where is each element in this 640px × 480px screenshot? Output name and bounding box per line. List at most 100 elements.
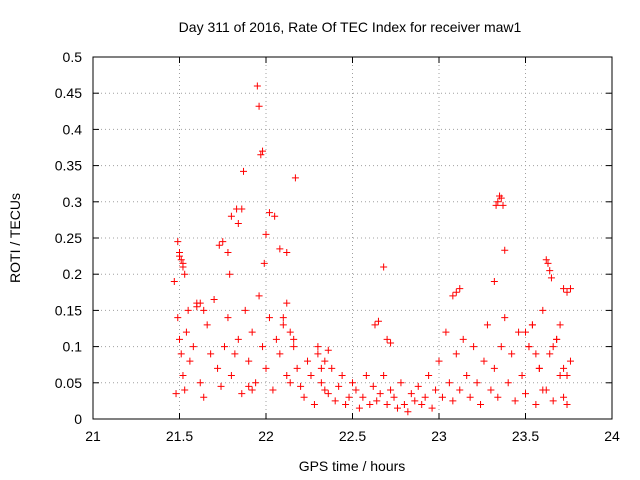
data-point bbox=[226, 270, 234, 278]
y-tick-label: 0.25 bbox=[55, 230, 82, 246]
data-point bbox=[314, 343, 322, 351]
data-point bbox=[317, 379, 325, 387]
data-point bbox=[321, 386, 329, 394]
data-point bbox=[501, 246, 509, 254]
data-point bbox=[456, 285, 464, 293]
data-point bbox=[317, 364, 325, 372]
data-point bbox=[546, 350, 554, 358]
data-point bbox=[359, 393, 367, 401]
x-tick-label: 22 bbox=[258, 428, 274, 444]
data-point bbox=[553, 335, 561, 343]
data-point bbox=[400, 401, 408, 409]
data-point bbox=[387, 339, 395, 347]
axes bbox=[92, 56, 613, 420]
data-point bbox=[494, 393, 502, 401]
data-point bbox=[445, 379, 453, 387]
data-point bbox=[200, 306, 208, 314]
data-point bbox=[220, 343, 228, 351]
data-point bbox=[518, 372, 526, 380]
data-point bbox=[532, 401, 540, 409]
data-point bbox=[480, 357, 488, 365]
data-point bbox=[492, 201, 500, 209]
data-point bbox=[207, 350, 215, 358]
y-tick-label: 0.4 bbox=[63, 121, 83, 137]
x-tick-label: 24 bbox=[604, 428, 620, 444]
data-point bbox=[560, 364, 568, 372]
data-point bbox=[257, 151, 265, 159]
data-point bbox=[245, 382, 253, 390]
data-point bbox=[253, 82, 261, 90]
data-point bbox=[373, 397, 381, 405]
y-tick-label: 0.5 bbox=[63, 49, 83, 65]
data-point bbox=[556, 372, 564, 380]
data-point bbox=[556, 321, 564, 329]
data-point bbox=[177, 350, 185, 358]
x-tick-label: 23 bbox=[431, 428, 447, 444]
data-point bbox=[300, 393, 308, 401]
data-point bbox=[179, 372, 187, 380]
x-axis-label: GPS time / hours bbox=[299, 458, 406, 474]
data-point bbox=[297, 382, 305, 390]
data-point bbox=[283, 372, 291, 380]
data-point bbox=[504, 379, 512, 387]
data-point bbox=[234, 335, 242, 343]
tick-labels: 21 21.5 22 22.5 23 23.5 24 0 0.05 0.1 0.15 0.2 0.25 0… bbox=[55, 49, 620, 444]
data-point bbox=[466, 393, 474, 401]
data-point bbox=[428, 404, 436, 412]
data-point bbox=[310, 401, 318, 409]
data-point bbox=[189, 343, 197, 351]
data-point bbox=[539, 386, 547, 394]
data-point bbox=[477, 401, 485, 409]
data-point bbox=[217, 382, 225, 390]
data-point bbox=[279, 321, 287, 329]
data-point bbox=[265, 209, 273, 217]
data-point bbox=[490, 364, 498, 372]
data-point bbox=[371, 321, 379, 329]
y-tick-label: 0.35 bbox=[55, 158, 82, 174]
data-point bbox=[290, 335, 298, 343]
data-point bbox=[397, 379, 405, 387]
data-point bbox=[260, 259, 268, 267]
data-point bbox=[248, 328, 256, 336]
y-axis-label: ROTI / TECUs bbox=[7, 193, 23, 283]
data-point bbox=[452, 350, 460, 358]
data-point bbox=[449, 397, 457, 405]
data-point bbox=[238, 205, 246, 213]
data-point bbox=[245, 357, 253, 365]
data-points bbox=[170, 82, 574, 416]
data-point bbox=[560, 393, 568, 401]
data-point bbox=[328, 364, 336, 372]
data-point bbox=[248, 386, 256, 394]
data-point bbox=[508, 350, 516, 358]
data-point bbox=[224, 314, 232, 322]
data-point bbox=[414, 382, 422, 390]
data-point bbox=[542, 256, 550, 264]
data-point bbox=[380, 372, 388, 380]
data-point bbox=[174, 314, 182, 322]
data-point bbox=[355, 404, 363, 412]
data-point bbox=[549, 343, 557, 351]
data-point bbox=[421, 393, 429, 401]
data-point bbox=[404, 408, 412, 416]
data-point bbox=[227, 372, 235, 380]
data-point bbox=[563, 372, 571, 380]
data-point bbox=[335, 382, 343, 390]
data-point bbox=[283, 248, 291, 256]
data-point bbox=[172, 390, 180, 398]
data-point bbox=[470, 343, 478, 351]
data-point bbox=[387, 386, 395, 394]
data-point bbox=[170, 277, 178, 285]
data-point bbox=[349, 379, 356, 387]
grid-lines bbox=[93, 57, 612, 419]
chart-title: Day 311 of 2016, Rate Of TEC Index for r… bbox=[179, 19, 522, 35]
data-point bbox=[362, 372, 370, 380]
data-point bbox=[259, 343, 267, 351]
data-point bbox=[456, 386, 464, 394]
data-point bbox=[563, 288, 571, 296]
data-point bbox=[241, 306, 249, 314]
x-tick-label: 23.5 bbox=[512, 428, 539, 444]
data-point bbox=[539, 306, 547, 314]
data-point bbox=[265, 314, 273, 322]
data-point bbox=[383, 401, 391, 409]
